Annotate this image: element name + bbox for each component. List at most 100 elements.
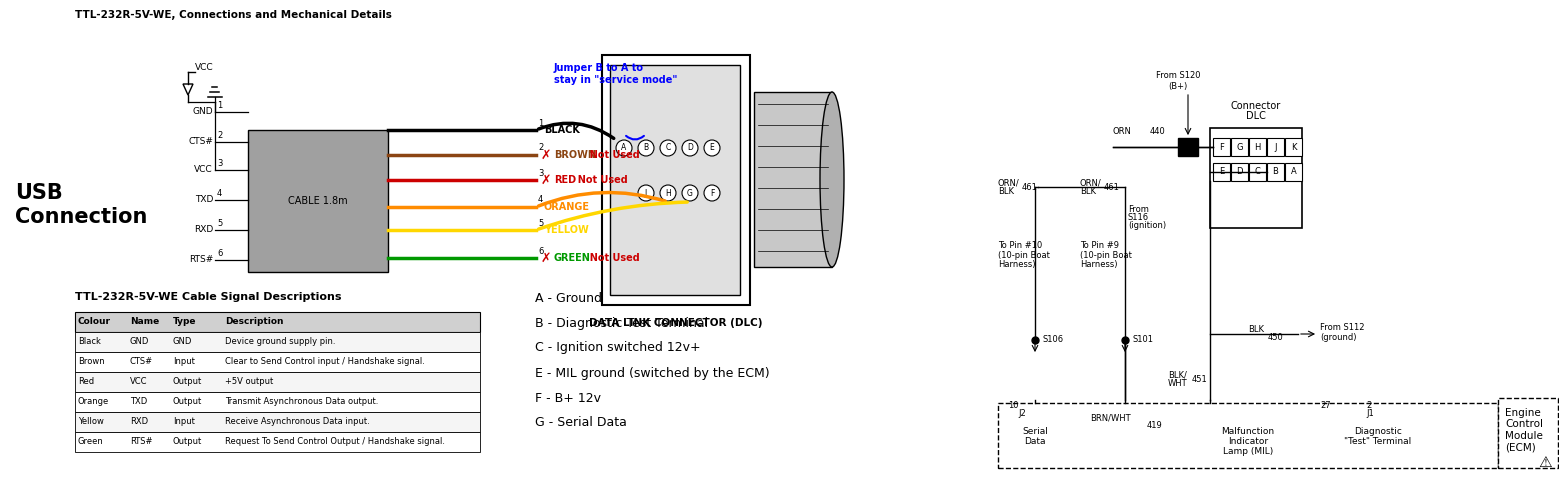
Text: Name: Name (129, 317, 159, 326)
Bar (610, 65, 741, 295)
Text: RXD: RXD (129, 418, 148, 427)
Text: 461: 461 (1104, 182, 1119, 192)
Text: 2: 2 (217, 131, 223, 140)
Circle shape (659, 185, 677, 201)
Text: 27: 27 (1320, 400, 1331, 409)
Text: G: G (1236, 143, 1243, 152)
Bar (1213, 163, 1230, 181)
Text: H: H (666, 189, 670, 197)
Text: D: D (1236, 168, 1243, 177)
Text: S116: S116 (1129, 214, 1149, 223)
Text: RTS#: RTS# (189, 255, 214, 264)
Circle shape (638, 185, 653, 201)
Text: Brown: Brown (78, 358, 104, 367)
Text: 450: 450 (1267, 334, 1283, 343)
Text: Serial: Serial (1023, 428, 1048, 436)
Text: ORN/: ORN/ (1080, 179, 1102, 188)
Text: F: F (1219, 143, 1224, 152)
Text: G - Serial Data: G - Serial Data (535, 417, 627, 430)
Text: VCC: VCC (195, 166, 214, 175)
Text: S106: S106 (1043, 336, 1065, 345)
Text: Indicator: Indicator (1228, 437, 1267, 446)
Text: Type: Type (173, 317, 196, 326)
Text: Red: Red (78, 377, 94, 386)
Text: "Test" Terminal: "Test" Terminal (1344, 437, 1411, 446)
Bar (1249, 138, 1266, 156)
Text: To Pin #10: To Pin #10 (998, 240, 1043, 250)
Text: Colour: Colour (78, 317, 111, 326)
Text: 2: 2 (538, 144, 543, 153)
Circle shape (659, 140, 677, 156)
Text: ✗: ✗ (541, 252, 552, 264)
Text: Green: Green (78, 437, 104, 446)
Text: G: G (688, 189, 692, 197)
Text: Engine
Control
Module
(ECM): Engine Control Module (ECM) (1504, 408, 1543, 452)
Text: H: H (1255, 143, 1261, 152)
Text: B: B (644, 144, 649, 153)
Text: DATA LINK CONNECTOR (DLC): DATA LINK CONNECTOR (DLC) (589, 318, 762, 328)
Bar (1267, 138, 1285, 156)
Text: 1: 1 (538, 119, 543, 128)
Bar (75, 312, 480, 332)
Bar (75, 412, 480, 432)
Bar (75, 392, 480, 412)
Text: RED: RED (553, 175, 577, 185)
Text: 10: 10 (1009, 400, 1018, 409)
Text: J1: J1 (1366, 408, 1373, 418)
Text: F: F (709, 189, 714, 197)
Text: 451: 451 (1193, 374, 1208, 384)
Text: S101: S101 (1133, 336, 1154, 345)
Circle shape (705, 185, 720, 201)
Text: BLK: BLK (1249, 325, 1264, 335)
Bar (1232, 163, 1249, 181)
Bar (602, 55, 750, 305)
Ellipse shape (820, 92, 843, 267)
Text: Malfunction: Malfunction (1221, 428, 1275, 436)
Text: Request To Send Control Output / Handshake signal.: Request To Send Control Output / Handsha… (224, 437, 444, 446)
Bar (1210, 128, 1302, 228)
Bar (1179, 138, 1197, 156)
Text: E - MIL ground (switched by the ECM): E - MIL ground (switched by the ECM) (535, 367, 770, 380)
Text: DLC: DLC (1246, 111, 1266, 121)
Text: B: B (1272, 168, 1278, 177)
Text: ✗: ✗ (541, 173, 552, 187)
Text: 4: 4 (538, 195, 543, 204)
Bar (1285, 163, 1302, 181)
Bar (1285, 138, 1302, 156)
Text: J2: J2 (1018, 408, 1026, 418)
Text: Orange: Orange (78, 397, 109, 407)
Text: RTS#: RTS# (129, 437, 153, 446)
Text: ORANGE: ORANGE (544, 202, 589, 212)
Text: Input: Input (173, 418, 195, 427)
Text: Output: Output (173, 397, 203, 407)
Text: VCC: VCC (129, 377, 148, 386)
Text: To Pin #9: To Pin #9 (1080, 240, 1119, 250)
Text: GND: GND (129, 337, 150, 347)
Text: A: A (622, 144, 627, 153)
Text: GND: GND (192, 108, 214, 117)
Text: Diagnostic: Diagnostic (1355, 428, 1402, 436)
Text: K: K (1291, 143, 1296, 152)
Text: Clear to Send Control input / Handshake signal.: Clear to Send Control input / Handshake … (224, 358, 426, 367)
Circle shape (705, 140, 720, 156)
Bar (1232, 138, 1249, 156)
Text: Transmit Asynchronous Data output.: Transmit Asynchronous Data output. (224, 397, 379, 407)
Text: ORN: ORN (1113, 127, 1132, 135)
Text: A - Ground: A - Ground (535, 291, 602, 304)
Text: B - Diagnostic Test Terminal: B - Diagnostic Test Terminal (535, 316, 708, 329)
Text: J: J (1274, 143, 1277, 152)
Text: 461: 461 (1023, 182, 1038, 192)
Circle shape (638, 140, 653, 156)
Text: RXD: RXD (193, 226, 214, 235)
Text: (10-pin Boat: (10-pin Boat (1080, 251, 1132, 260)
Text: (B+): (B+) (1168, 82, 1188, 91)
Text: ORN/: ORN/ (998, 179, 1020, 188)
Text: Receive Asynchronous Data input.: Receive Asynchronous Data input. (224, 418, 369, 427)
Text: Output: Output (173, 377, 203, 386)
Text: BLK: BLK (998, 187, 1013, 195)
Text: F - B+ 12v: F - B+ 12v (535, 392, 602, 405)
Text: BLACK: BLACK (544, 125, 580, 135)
Text: 6: 6 (217, 249, 223, 257)
Text: ✗: ✗ (541, 148, 552, 161)
Text: YELLOW: YELLOW (544, 225, 589, 235)
